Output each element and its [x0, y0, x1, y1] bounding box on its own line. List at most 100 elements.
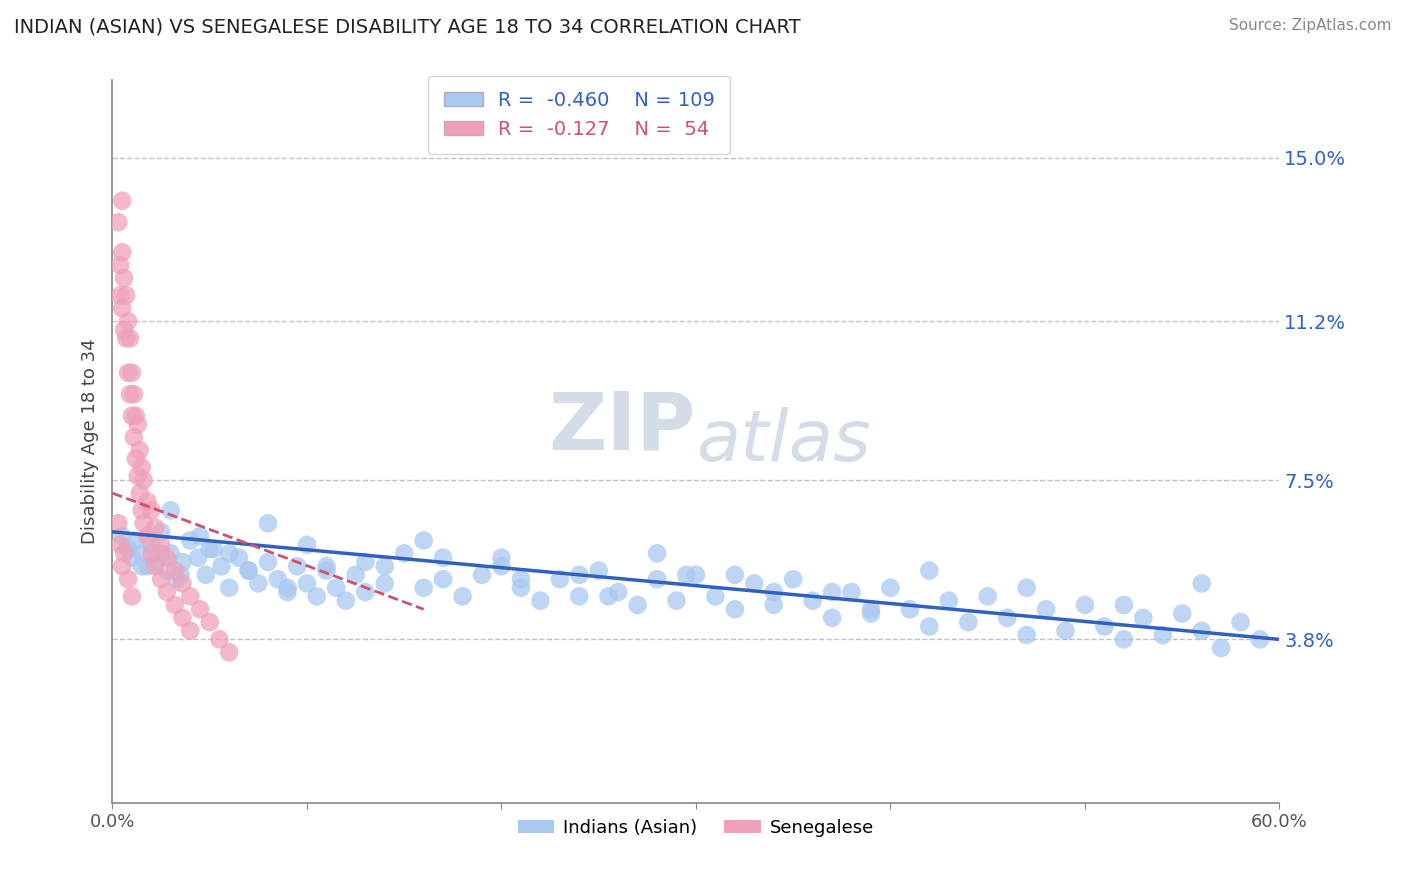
Point	[121, 550, 143, 565]
Text: INDIAN (ASIAN) VS SENEGALESE DISABILITY AGE 18 TO 34 CORRELATION CHART: INDIAN (ASIAN) VS SENEGALESE DISABILITY …	[14, 18, 800, 37]
Point	[128, 486, 150, 500]
Point	[1209, 640, 1232, 655]
Point	[163, 598, 186, 612]
Point	[127, 469, 149, 483]
Point	[412, 533, 434, 548]
Point	[172, 555, 194, 569]
Point	[1171, 607, 1194, 621]
Point	[132, 473, 155, 487]
Point	[110, 288, 132, 302]
Point	[276, 581, 298, 595]
Point	[202, 542, 225, 557]
Point	[156, 550, 179, 565]
Point	[1094, 619, 1116, 633]
Point	[374, 576, 396, 591]
Point	[1035, 602, 1057, 616]
Point	[394, 546, 416, 560]
Y-axis label: Disability Age 18 to 34: Disability Age 18 to 34	[80, 339, 98, 544]
Point	[257, 516, 280, 531]
Point	[136, 529, 159, 543]
Point	[121, 590, 143, 604]
Point	[198, 615, 221, 630]
Point	[432, 550, 454, 565]
Point	[118, 387, 141, 401]
Text: ZIP: ZIP	[548, 388, 696, 467]
Point	[150, 572, 173, 586]
Point	[645, 572, 668, 586]
Point	[136, 494, 159, 508]
Point	[111, 529, 134, 543]
Point	[141, 503, 163, 517]
Point	[111, 559, 134, 574]
Point	[187, 550, 209, 565]
Point	[218, 645, 240, 659]
Point	[1191, 576, 1213, 591]
Point	[115, 288, 138, 302]
Point	[724, 567, 747, 582]
Point	[295, 538, 318, 552]
Point	[160, 546, 183, 560]
Point	[112, 546, 135, 560]
Point	[156, 564, 179, 578]
Point	[325, 581, 347, 595]
Point	[172, 576, 194, 591]
Text: Source: ZipAtlas.com: Source: ZipAtlas.com	[1229, 18, 1392, 33]
Point	[412, 581, 434, 595]
Point	[117, 366, 139, 380]
Point	[208, 632, 231, 647]
Point	[117, 314, 139, 328]
Point	[163, 564, 186, 578]
Point	[315, 564, 337, 578]
Point	[115, 331, 138, 345]
Point	[762, 585, 785, 599]
Legend: Indians (Asian), Senegalese: Indians (Asian), Senegalese	[510, 812, 882, 845]
Point	[1229, 615, 1251, 630]
Point	[374, 559, 396, 574]
Point	[1152, 628, 1174, 642]
Point	[122, 430, 145, 444]
Point	[509, 581, 531, 595]
Point	[143, 520, 166, 534]
Point	[918, 619, 941, 633]
Point	[131, 460, 153, 475]
Point	[918, 564, 941, 578]
Point	[860, 602, 883, 616]
Point	[107, 215, 129, 229]
Point	[169, 567, 191, 582]
Point	[995, 611, 1018, 625]
Point	[150, 546, 173, 560]
Point	[568, 590, 591, 604]
Point	[156, 585, 179, 599]
Point	[143, 555, 166, 569]
Text: atlas: atlas	[696, 407, 870, 476]
Point	[704, 590, 727, 604]
Point	[141, 546, 163, 560]
Point	[166, 572, 188, 586]
Point	[112, 323, 135, 337]
Point	[121, 409, 143, 423]
Point	[238, 564, 260, 578]
Point	[172, 611, 194, 625]
Point	[598, 590, 620, 604]
Point	[491, 559, 513, 574]
Point	[179, 533, 201, 548]
Point	[471, 567, 494, 582]
Point	[898, 602, 921, 616]
Point	[141, 538, 163, 552]
Point	[194, 567, 217, 582]
Point	[209, 559, 232, 574]
Point	[238, 564, 260, 578]
Point	[110, 258, 132, 272]
Point	[685, 567, 707, 582]
Point	[150, 524, 173, 539]
Point	[218, 546, 240, 560]
Point	[121, 366, 143, 380]
Point	[112, 271, 135, 285]
Point	[218, 581, 240, 595]
Point	[179, 624, 201, 638]
Point	[821, 585, 844, 599]
Point	[1249, 632, 1271, 647]
Point	[879, 581, 901, 595]
Point	[267, 572, 290, 586]
Point	[782, 572, 804, 586]
